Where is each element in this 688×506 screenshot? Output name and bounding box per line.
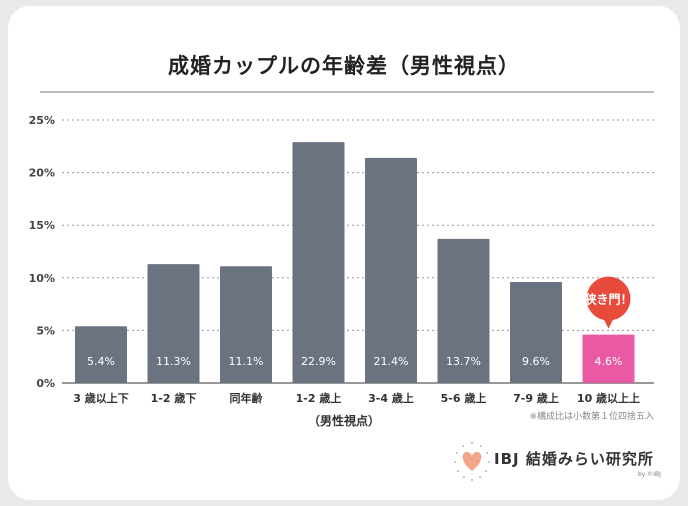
y-tick-label: 10% xyxy=(29,272,55,285)
category-label: 同年齢 xyxy=(230,391,264,405)
bar-value-label: 9.6% xyxy=(522,355,550,368)
bar xyxy=(220,266,272,383)
bar xyxy=(510,282,562,383)
y-tick-label: 5% xyxy=(36,324,55,337)
category-label: 1-2 歳下 xyxy=(151,391,197,405)
bar-value-label: 22.9% xyxy=(301,355,336,368)
logo-sub: by ©IBJ xyxy=(638,471,661,478)
bar xyxy=(75,326,127,383)
category-labels: 3 歳以上下 1-2 歳下 同年齢 1-2 歳上 3-4 歳上 5-6 歳上 7-9 歳上 1… xyxy=(73,391,640,405)
bar xyxy=(292,142,345,383)
bar-value-label: 5.4% xyxy=(87,355,115,368)
bar-value-label: 13.7% xyxy=(446,355,481,368)
y-tick-label: 15% xyxy=(29,219,55,232)
category-label: 5-6 歳上 xyxy=(441,391,487,405)
bar xyxy=(437,238,490,383)
annotation-pointer xyxy=(602,316,615,329)
bar-value-label: 21.4% xyxy=(374,355,409,368)
category-label: 10 歳以上上 xyxy=(577,391,640,405)
logo: IBJ 結婚みらい研究所 by ©IBJ xyxy=(452,440,662,482)
category-label: 3-4 歳上 xyxy=(368,391,414,405)
annotation: 狭き門！ xyxy=(583,276,633,329)
heart-logo-icon xyxy=(454,442,490,481)
chart-title: 成婚カップルの年齢差（男性視点） xyxy=(168,54,520,78)
bar xyxy=(582,334,635,383)
y-tick-label: 0% xyxy=(36,377,55,390)
value-labels: 5.4% 11.3% 11.1% 22.9% 21.4% 13.7% 9.6% 4.6% xyxy=(87,355,622,368)
annotation-bubble xyxy=(586,276,631,321)
bar-value-label: 11.1% xyxy=(229,355,264,368)
annotation-text: 狭き門！ xyxy=(583,292,632,307)
rounding-note: ※構成比は小数第１位四捨五入 xyxy=(529,412,654,422)
title-divider xyxy=(40,91,654,93)
bars xyxy=(75,142,635,383)
y-tick-label: 20% xyxy=(29,167,55,180)
x-axis-label: （男性視点） xyxy=(307,414,380,428)
bar xyxy=(147,264,200,383)
category-label: 3 歳以上下 xyxy=(73,391,128,405)
bar-value-label: 11.3% xyxy=(156,355,191,368)
y-axis-ticks: 0% 5% 10% 15% 20% 25% xyxy=(29,114,55,390)
logo-text: IBJ 結婚みらい研究所 xyxy=(494,450,654,468)
bar xyxy=(365,157,417,383)
bar-value-label: 4.6% xyxy=(595,355,623,368)
category-label: 1-2 歳上 xyxy=(296,391,342,405)
y-tick-label: 25% xyxy=(29,114,55,127)
category-label: 7-9 歳上 xyxy=(513,391,559,405)
